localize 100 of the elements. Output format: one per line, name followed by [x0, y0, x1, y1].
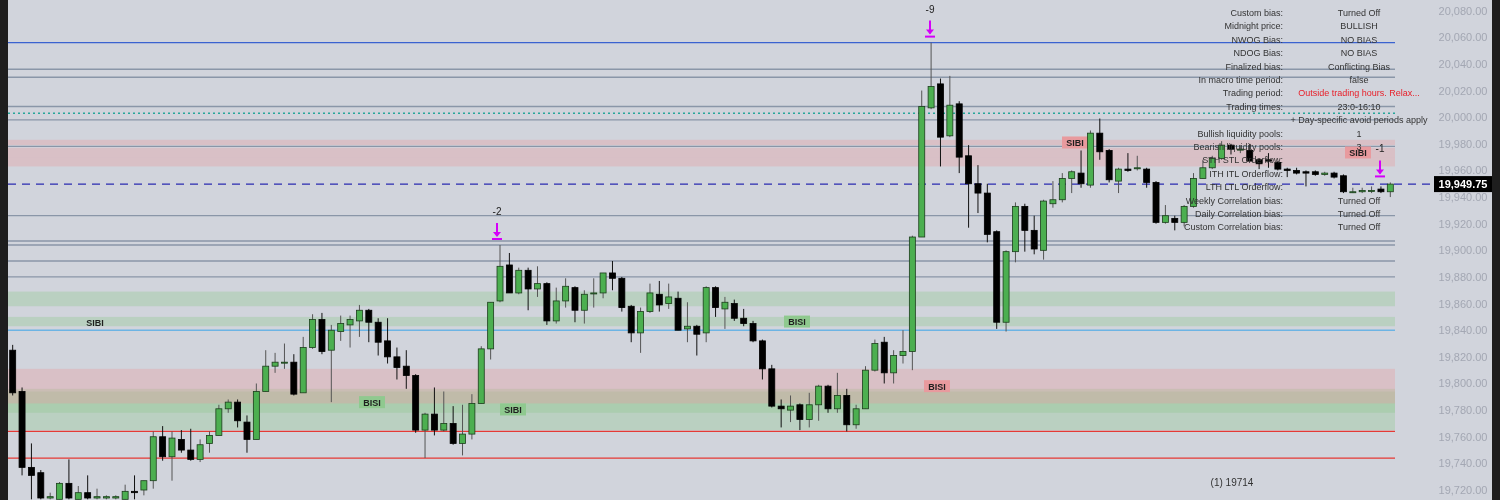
candlestick — [196, 438, 204, 463]
candlestick — [168, 430, 176, 482]
annotation: Midnight price: — [1224, 21, 1283, 32]
candlestick — [599, 272, 607, 299]
annotation: Trading period: — [1222, 88, 1283, 99]
annotation: Outside trading hours. Relax... — [1298, 88, 1420, 99]
candlestick — [440, 390, 448, 432]
candlestick — [1077, 149, 1085, 189]
candlestick — [243, 414, 251, 454]
candlestick — [234, 398, 242, 428]
candlestick — [515, 267, 523, 295]
candlestick — [177, 429, 185, 454]
ref-line-label: SIBI — [86, 318, 104, 329]
candlestick — [131, 474, 138, 500]
annotation: Custom bias: — [1230, 8, 1283, 18]
candlestick — [1068, 169, 1076, 194]
candlestick — [1162, 204, 1169, 225]
annotation: -1 — [1375, 143, 1385, 155]
annotation: Daily Correlation bias: — [1194, 209, 1283, 219]
candlestick — [777, 398, 785, 428]
candlestick — [684, 301, 691, 343]
ref-line-label: 19,949.75 — [1438, 178, 1488, 191]
annotation: 23:0-16:10 — [1337, 101, 1381, 112]
annotation: 1 — [1356, 128, 1362, 139]
candlestick — [646, 283, 654, 314]
candlestick — [805, 392, 813, 428]
candlestick — [337, 315, 345, 342]
candlestick — [721, 296, 729, 330]
candlestick — [796, 402, 804, 431]
candlestick — [1340, 173, 1347, 194]
candlestick — [1030, 215, 1038, 255]
annotation: NDOG Bias: — [1233, 48, 1283, 59]
candlestick — [609, 260, 616, 291]
candlestick — [974, 164, 982, 214]
candlestick — [524, 267, 532, 311]
candlestick — [346, 315, 354, 349]
candlestick — [1058, 172, 1066, 203]
candlestick — [852, 404, 860, 430]
band-label: SIBI — [504, 404, 522, 415]
candlestick — [431, 386, 438, 436]
annotation: (1) 19714 — [1210, 477, 1254, 488]
candlestick — [1115, 167, 1122, 194]
annotation: NO BIAS — [1340, 48, 1378, 59]
annotation: Bullish liquidity pools: — [1197, 128, 1283, 139]
annotation: BULLISH — [1340, 21, 1378, 32]
candlestick — [552, 287, 560, 325]
candlestick — [693, 324, 701, 357]
candlestick — [534, 265, 541, 298]
candlestick — [393, 347, 401, 380]
candlestick — [1049, 180, 1057, 209]
candlestick — [65, 458, 73, 500]
candlestick — [384, 317, 391, 365]
candlestick — [1302, 169, 1310, 187]
candlestick — [927, 42, 935, 110]
candlestick — [562, 277, 570, 309]
candlestick — [571, 285, 579, 323]
candlestick — [637, 307, 644, 354]
annotation: Turned Off — [1337, 195, 1381, 206]
candlestick — [356, 304, 363, 338]
annotation: -2 — [492, 206, 502, 218]
annotation: Trading times: — [1226, 101, 1283, 112]
candlestick — [580, 289, 588, 325]
band-label: BISI — [363, 397, 381, 408]
annotation: In macro time period: — [1198, 75, 1283, 85]
candlestick — [1021, 203, 1029, 253]
candlestick — [730, 299, 738, 322]
annotation: -9 — [925, 3, 935, 15]
candlestick — [815, 384, 823, 422]
candlestick — [187, 428, 195, 462]
candlestick — [374, 317, 382, 357]
candlestick — [590, 277, 598, 309]
annotation: Conflicting Bias — [1327, 61, 1391, 72]
band-label: BISI — [788, 317, 806, 328]
candlestick — [365, 308, 373, 343]
band-label: BISI — [928, 381, 946, 392]
annotation: ITH ITL Orderflow: — [1209, 168, 1283, 179]
annotation: LTH LTL Orderflow: — [1205, 182, 1283, 193]
candlestick — [890, 349, 898, 384]
annotation: + Day-specific avoid periods apply — [1290, 115, 1428, 126]
candlestick — [159, 425, 167, 462]
band-label: SIBI — [1066, 137, 1084, 148]
candlestick — [402, 349, 410, 390]
annotation: Custom Correlation bias: — [1183, 222, 1283, 233]
candlestick — [1124, 152, 1132, 173]
candlestick — [271, 352, 279, 374]
annotation: Turned Off — [1337, 8, 1381, 18]
candlestick — [93, 488, 101, 500]
annotation: Finalized bias: — [1225, 61, 1283, 72]
candlestick — [655, 280, 663, 313]
annotation: Turned Off — [1337, 222, 1381, 233]
annotation: Turned Off — [1337, 209, 1381, 219]
annotation: false — [1349, 75, 1369, 85]
candlestick — [665, 283, 673, 310]
candlestick — [1096, 118, 1104, 161]
candlestick — [28, 442, 35, 500]
candlestick — [281, 343, 288, 370]
candlestick — [833, 372, 841, 414]
candlestick — [787, 394, 794, 423]
candlestick — [206, 430, 213, 454]
candlestick — [712, 285, 719, 318]
